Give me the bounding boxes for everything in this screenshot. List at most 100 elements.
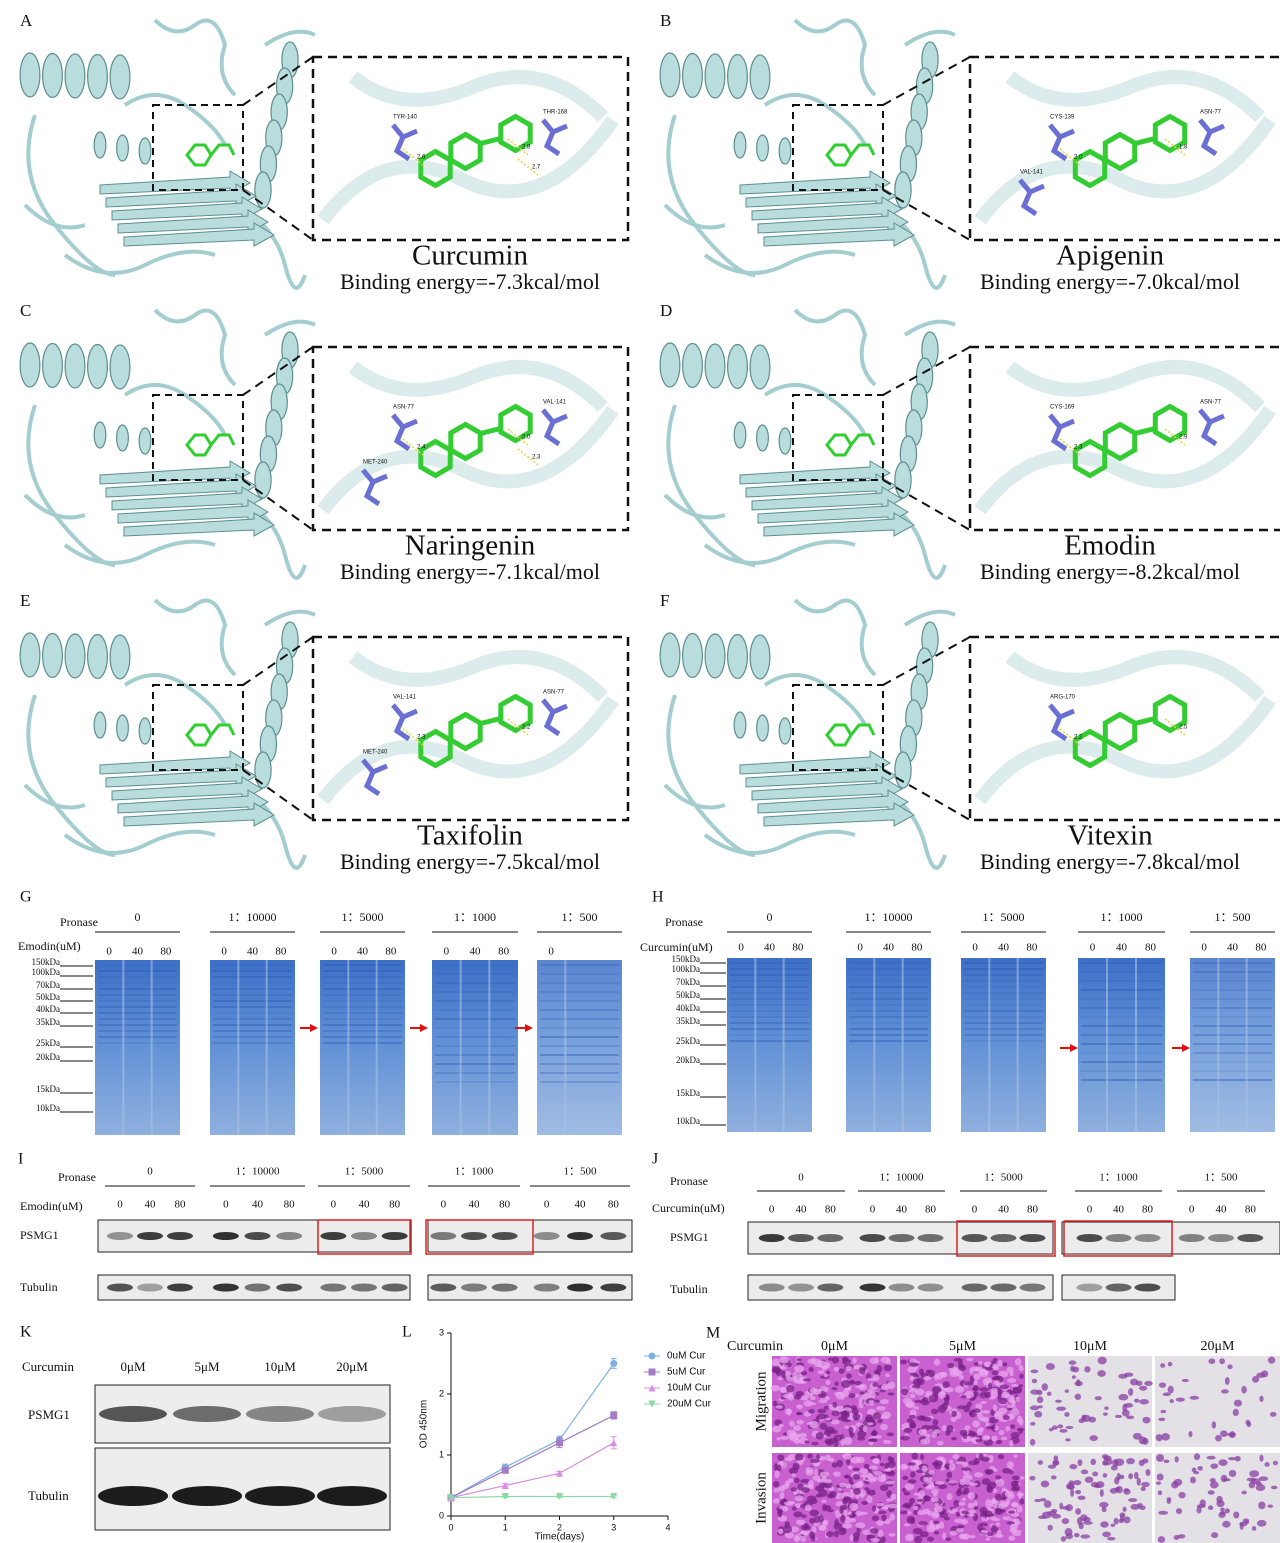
gel-lane [846,958,931,1132]
cell [791,1487,797,1491]
cell [1241,1491,1246,1495]
row-label: Pronase [665,915,703,929]
gel-band [1193,1043,1272,1045]
gel-band [213,988,292,990]
marker-label: 15kDa [36,1084,60,1094]
cell [961,1468,970,1471]
cell [1235,1456,1241,1462]
cell [999,1430,1005,1435]
blot-band [600,1232,626,1240]
cell [1041,1383,1047,1391]
gel-band [964,1034,1043,1036]
cell [881,1474,886,1482]
gel-band [849,1040,928,1042]
cell [832,1357,839,1364]
distance-label: 1.8 [1179,145,1188,151]
helix-turn [705,634,725,678]
cell [775,1405,783,1409]
cell [994,1508,1003,1515]
cell [908,1462,916,1465]
cell [852,1474,860,1480]
gel-band [1081,1070,1162,1072]
cell [1038,1516,1047,1519]
cell [794,1478,800,1484]
cell [1160,1410,1166,1413]
ratio-label: 1：5000 [341,910,383,924]
cell [782,1484,789,1489]
dose-label: 0 [223,1199,229,1211]
ratio-label: 0 [767,910,773,924]
cell [1142,1417,1150,1424]
cell [810,1396,816,1400]
cell [951,1437,957,1440]
cell [956,1528,964,1532]
blot-band [1106,1234,1132,1242]
cell [911,1453,918,1460]
cell [1075,1490,1081,1494]
gel-band [964,992,1043,994]
cell [1247,1422,1252,1427]
cell [823,1521,828,1525]
cell [810,1388,817,1394]
cell [817,1414,825,1420]
blot-band [817,1234,843,1242]
cell [914,1400,922,1403]
cell [870,1528,879,1534]
cell [900,1360,907,1365]
gel-band [540,1081,619,1083]
cell [1241,1386,1247,1394]
cell [1041,1480,1050,1487]
residue-label: VAL-141 [543,400,567,406]
cell [922,1397,928,1403]
blot-band [991,1284,1017,1292]
cell [795,1495,804,1501]
cell [968,1503,975,1509]
cell [825,1418,830,1421]
dose-label: 80 [160,946,172,958]
cell [980,1401,987,1404]
cell [841,1412,850,1419]
dose-label: 0 [1087,1204,1093,1216]
cell [814,1469,818,1476]
cell [868,1474,874,1480]
gel-band [98,970,177,972]
panel-label: G [20,889,32,906]
cell [802,1514,807,1518]
cell [980,1513,990,1517]
cell [913,1528,923,1534]
dose-label: 0μM [821,1339,849,1354]
cell [828,1404,832,1409]
gel-band [323,1042,402,1044]
cell [1137,1478,1141,1486]
gel-band [213,982,292,984]
cell [1227,1364,1232,1369]
cell [1118,1519,1123,1523]
cell [859,1397,863,1405]
dose-label: 40 [896,1204,908,1216]
cell [826,1380,831,1385]
cell [1029,1476,1035,1481]
cell [990,1390,998,1398]
legend-label: 0uM Cur [667,1351,706,1362]
cell [812,1475,820,1481]
cell [1176,1398,1185,1402]
residue-label: ASN-77 [543,690,565,696]
blot-band [245,1232,271,1240]
protein-label: Tubulin [20,1280,58,1294]
distance-label: 2.8 [522,145,531,151]
ratio-label: 1：5000 [345,1166,384,1178]
gel-band [849,1010,928,1012]
cell [1229,1431,1235,1438]
blot-band [534,1232,560,1240]
blot-band [600,1284,626,1292]
dose-label: 40 [883,942,895,954]
cell [1037,1390,1043,1396]
binding-energy: Binding energy=-7.5kcal/mol [340,849,600,874]
distance-label: 2.3 [532,455,541,461]
gel-band [730,1010,809,1012]
cell [794,1365,804,1373]
dose-label: 0 [972,1204,978,1216]
blot-band [1020,1284,1046,1292]
cell [1092,1472,1098,1477]
dose-label: 0 [1201,942,1207,954]
